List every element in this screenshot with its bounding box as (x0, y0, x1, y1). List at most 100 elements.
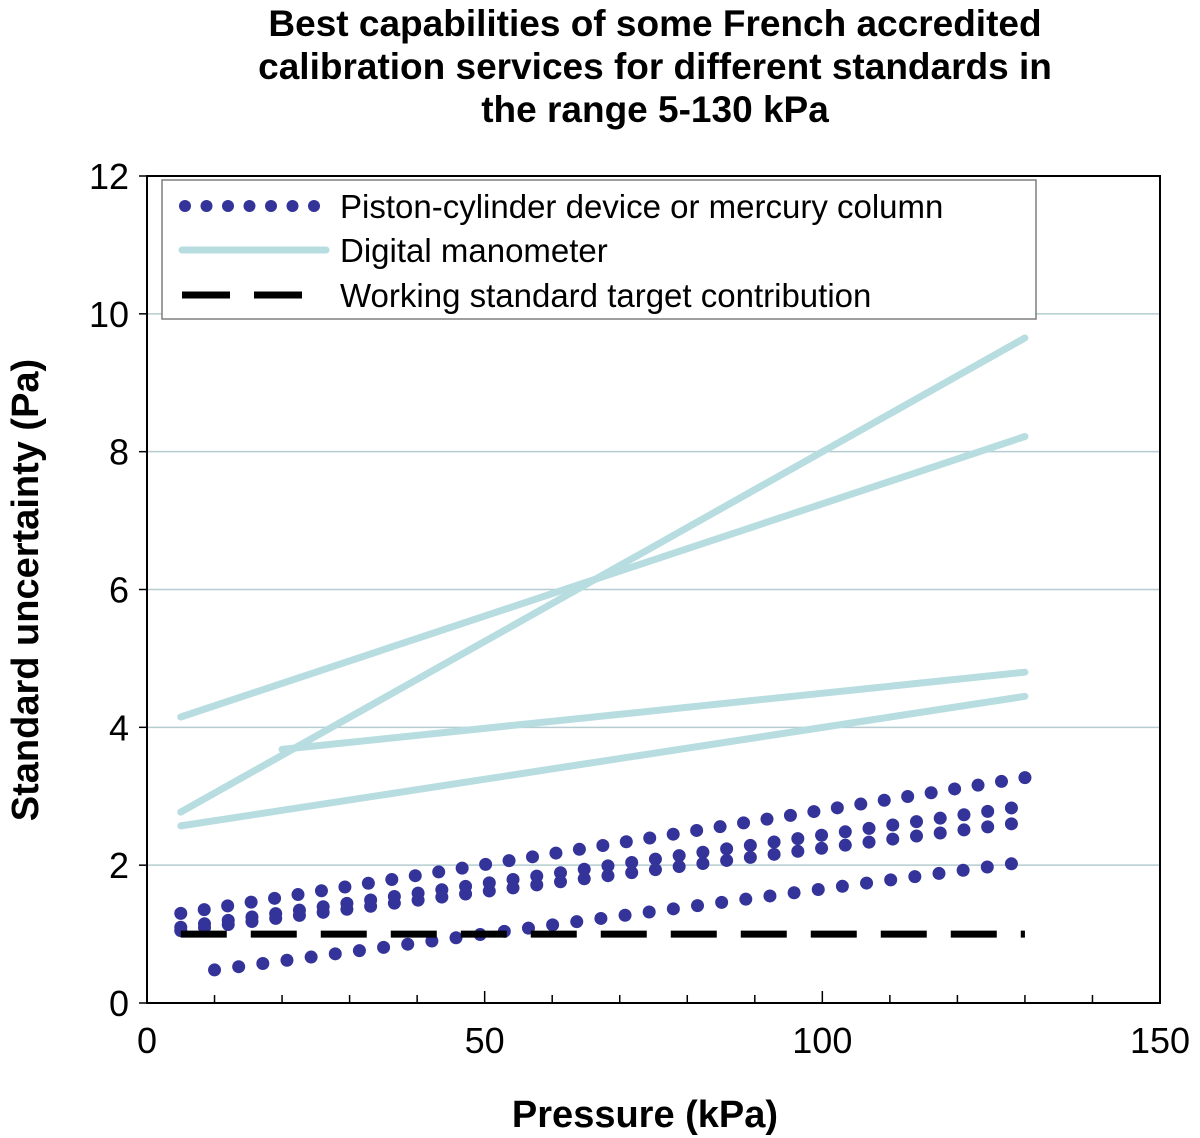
legend: Piston-cylinder device or mercury column… (161, 179, 1037, 320)
series-7-point (908, 870, 922, 884)
series-6-point (720, 853, 734, 867)
series-7-point (232, 960, 246, 974)
series-6-point (625, 866, 639, 880)
series-6-point (601, 869, 615, 883)
series-4-point (549, 846, 563, 860)
series-4-point (901, 789, 915, 803)
series-7-point (377, 940, 391, 954)
series-5-point (648, 852, 662, 866)
series-layer (174, 334, 1032, 977)
series-5-point (791, 832, 805, 846)
series-5-point (625, 855, 639, 869)
series-5-point (767, 835, 781, 849)
legend-swatch-dot (243, 200, 256, 212)
series-6-point (743, 850, 757, 864)
series-6-point (221, 918, 235, 932)
series-5-point (1004, 801, 1018, 815)
series-6-point (506, 881, 520, 895)
series-7-point (1004, 857, 1018, 871)
axis-ticks: 0 50 100 150 0 2 4 6 8 10 12 (89, 156, 1190, 1061)
legend-swatch-dot (179, 200, 191, 212)
series-6-point (553, 875, 567, 889)
chart-title-line-2: calibration services for different stand… (258, 46, 1052, 87)
y-tick-label: 10 (89, 294, 129, 335)
y-axis-title: Standard uncertainty (Pa) (5, 359, 47, 821)
series-5-point (957, 808, 971, 822)
x-tick-label: 150 (1130, 1020, 1190, 1061)
series-6-point (672, 860, 686, 874)
series-3-line (177, 692, 1029, 830)
legend-swatch-dot (286, 200, 299, 212)
series-7-point (980, 860, 994, 874)
x-tick-label: 0 (137, 1020, 157, 1061)
series-4-point (737, 816, 751, 830)
series-4-point (314, 884, 328, 898)
series-7-point (860, 876, 874, 890)
series-6-point (648, 863, 662, 877)
series-7-point (787, 886, 801, 900)
series-4-point (783, 808, 797, 822)
series-5-point (553, 866, 567, 880)
series-4-point (526, 850, 540, 864)
legend-label: Digital manometer (340, 232, 608, 269)
series-7-point (835, 879, 849, 893)
series-6-point (459, 887, 473, 901)
series-6-point (696, 856, 710, 870)
series-6-point (791, 844, 805, 858)
legend-swatch-dot (200, 200, 213, 212)
series-5-point (909, 815, 923, 829)
series-7-point (304, 950, 318, 964)
series-4-point (666, 827, 680, 841)
series-6-point (530, 878, 544, 892)
series-4-point (596, 839, 610, 853)
x-tick-label: 100 (792, 1020, 852, 1061)
series-6-point (1004, 817, 1018, 831)
series-2-solid (278, 668, 1029, 753)
series-7-point (352, 944, 366, 958)
series-7-point (208, 963, 222, 977)
series-7-point (956, 863, 970, 877)
series-4-point (244, 895, 258, 909)
series-6-point (292, 908, 306, 922)
series-5-point (862, 821, 876, 835)
series-4-point (643, 831, 657, 845)
legend-entry-dashed: Working standard target contribution (182, 277, 871, 314)
series-4-point (174, 906, 188, 920)
series-7-point (256, 956, 270, 970)
series-5-point (743, 838, 757, 852)
series-5-point (838, 825, 852, 839)
series-4-point (713, 820, 727, 834)
y-tick-label: 0 (109, 983, 129, 1024)
series-7-point (546, 918, 560, 932)
series-6-point (815, 841, 829, 855)
series-6-point (838, 838, 852, 852)
series-4-point (197, 903, 211, 917)
series-5-point (815, 828, 829, 842)
series-5-point (886, 818, 900, 832)
legend-swatch-dot (308, 200, 320, 212)
series-4-point (854, 797, 868, 811)
legend-label: Working standard target contribution (340, 277, 871, 314)
y-tick-label: 8 (109, 432, 129, 473)
legend-swatch-dot (222, 200, 234, 212)
series-4-point (924, 786, 938, 800)
series-6-point (411, 893, 425, 907)
series-7-point (401, 937, 415, 951)
gridlines (147, 313, 1160, 866)
series-4-point (432, 865, 446, 879)
series-5-point (577, 862, 591, 876)
series-4-point (291, 888, 305, 902)
series-1-solid (177, 334, 1029, 816)
series-6-point (245, 914, 259, 928)
series-6-point (482, 884, 496, 898)
series-6-point (933, 826, 947, 840)
y-tick-label: 4 (109, 707, 129, 748)
y-tick-label: 2 (109, 845, 129, 886)
series-7-point (425, 934, 439, 948)
series-7-point (884, 873, 898, 887)
series-7-point (811, 883, 825, 897)
series-7-point (328, 947, 342, 961)
series-6-point (316, 905, 330, 919)
series-7-point (618, 908, 632, 922)
